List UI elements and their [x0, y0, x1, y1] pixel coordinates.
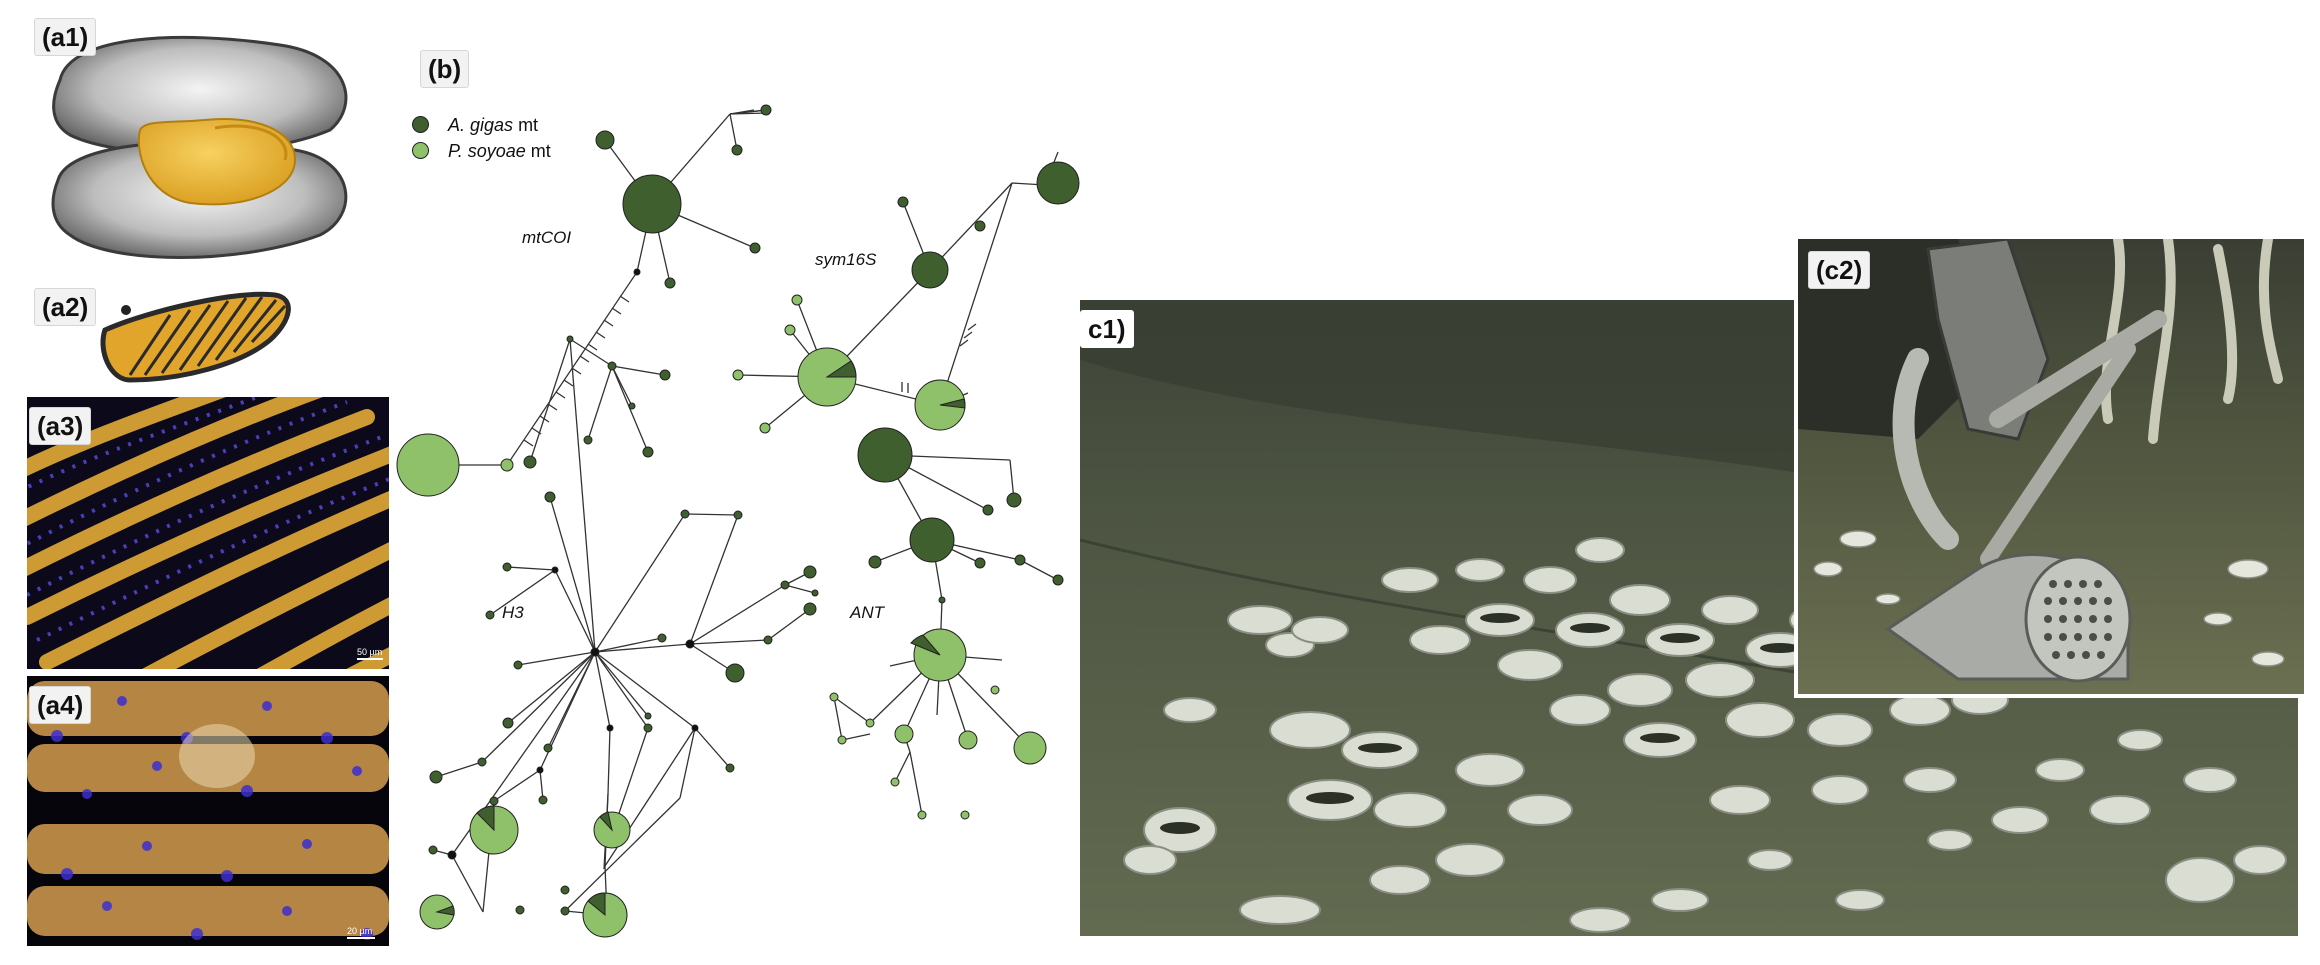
panel-label-a4: (a4): [29, 686, 92, 724]
legend: A. gigas mt P. soyoae mt: [412, 112, 551, 164]
legend-species-p-soyoae: P. soyoae: [448, 141, 526, 161]
panel-label-b: (b): [420, 50, 470, 88]
gill-tissue-illustration: [100, 291, 291, 383]
legend-item-a-gigas: A. gigas mt: [412, 112, 551, 138]
panel-a3-microscopy: (a3) 50 µm: [27, 397, 389, 669]
panel-a2-gill-photo: (a2): [30, 280, 300, 390]
gill-filaments-fluorescence: [27, 397, 389, 669]
legend-swatch-dark: [412, 116, 429, 133]
panel-a4-microscopy: (a4) 20 µm: [27, 676, 389, 946]
legend-species-a-gigas: A. gigas: [448, 115, 514, 135]
panel-b-haplotype-networks: (b) A. gigas mt P. soyoae mt: [390, 40, 1090, 960]
panel-label-a2: (a2): [34, 288, 97, 326]
legend-suffix-p-soyoae: mt: [525, 141, 551, 161]
panel-a1-clam-photo: (a1): [30, 10, 370, 275]
scale-bar-a4-text: 20 µm: [347, 926, 373, 936]
legend-item-p-soyoae: P. soyoae mt: [412, 138, 551, 164]
legend-swatch-light: [412, 142, 429, 159]
clam-shell-illustration: [51, 35, 348, 259]
panel-label-c2: (c2): [1808, 251, 1871, 289]
bacteriocytes-fluorescence: [27, 681, 389, 940]
scale-bar-a3-text: 50 µm: [357, 647, 383, 657]
networks-svg: mtCOI sym16S H3 ANT: [396, 104, 1080, 938]
network-label-ant: ANT: [849, 603, 886, 622]
network-label-h3: H3: [502, 603, 524, 622]
network-label-sym16s: sym16S: [815, 250, 877, 269]
network-label-mtcoi: mtCOI: [522, 228, 571, 247]
scale-bar-a3: 50 µm: [357, 647, 383, 660]
panel-c2-sampling-photo: (c2): [1794, 235, 2308, 698]
panel-label-a3: (a3): [29, 407, 92, 445]
scale-bar-a4: 20 µm: [347, 926, 375, 939]
panel-label-c1: c1): [1080, 310, 1134, 348]
legend-suffix-a-gigas: mt: [513, 115, 539, 135]
rov-scoop-illustration: [1798, 239, 2285, 683]
panel-label-a1: (a1): [34, 18, 97, 56]
